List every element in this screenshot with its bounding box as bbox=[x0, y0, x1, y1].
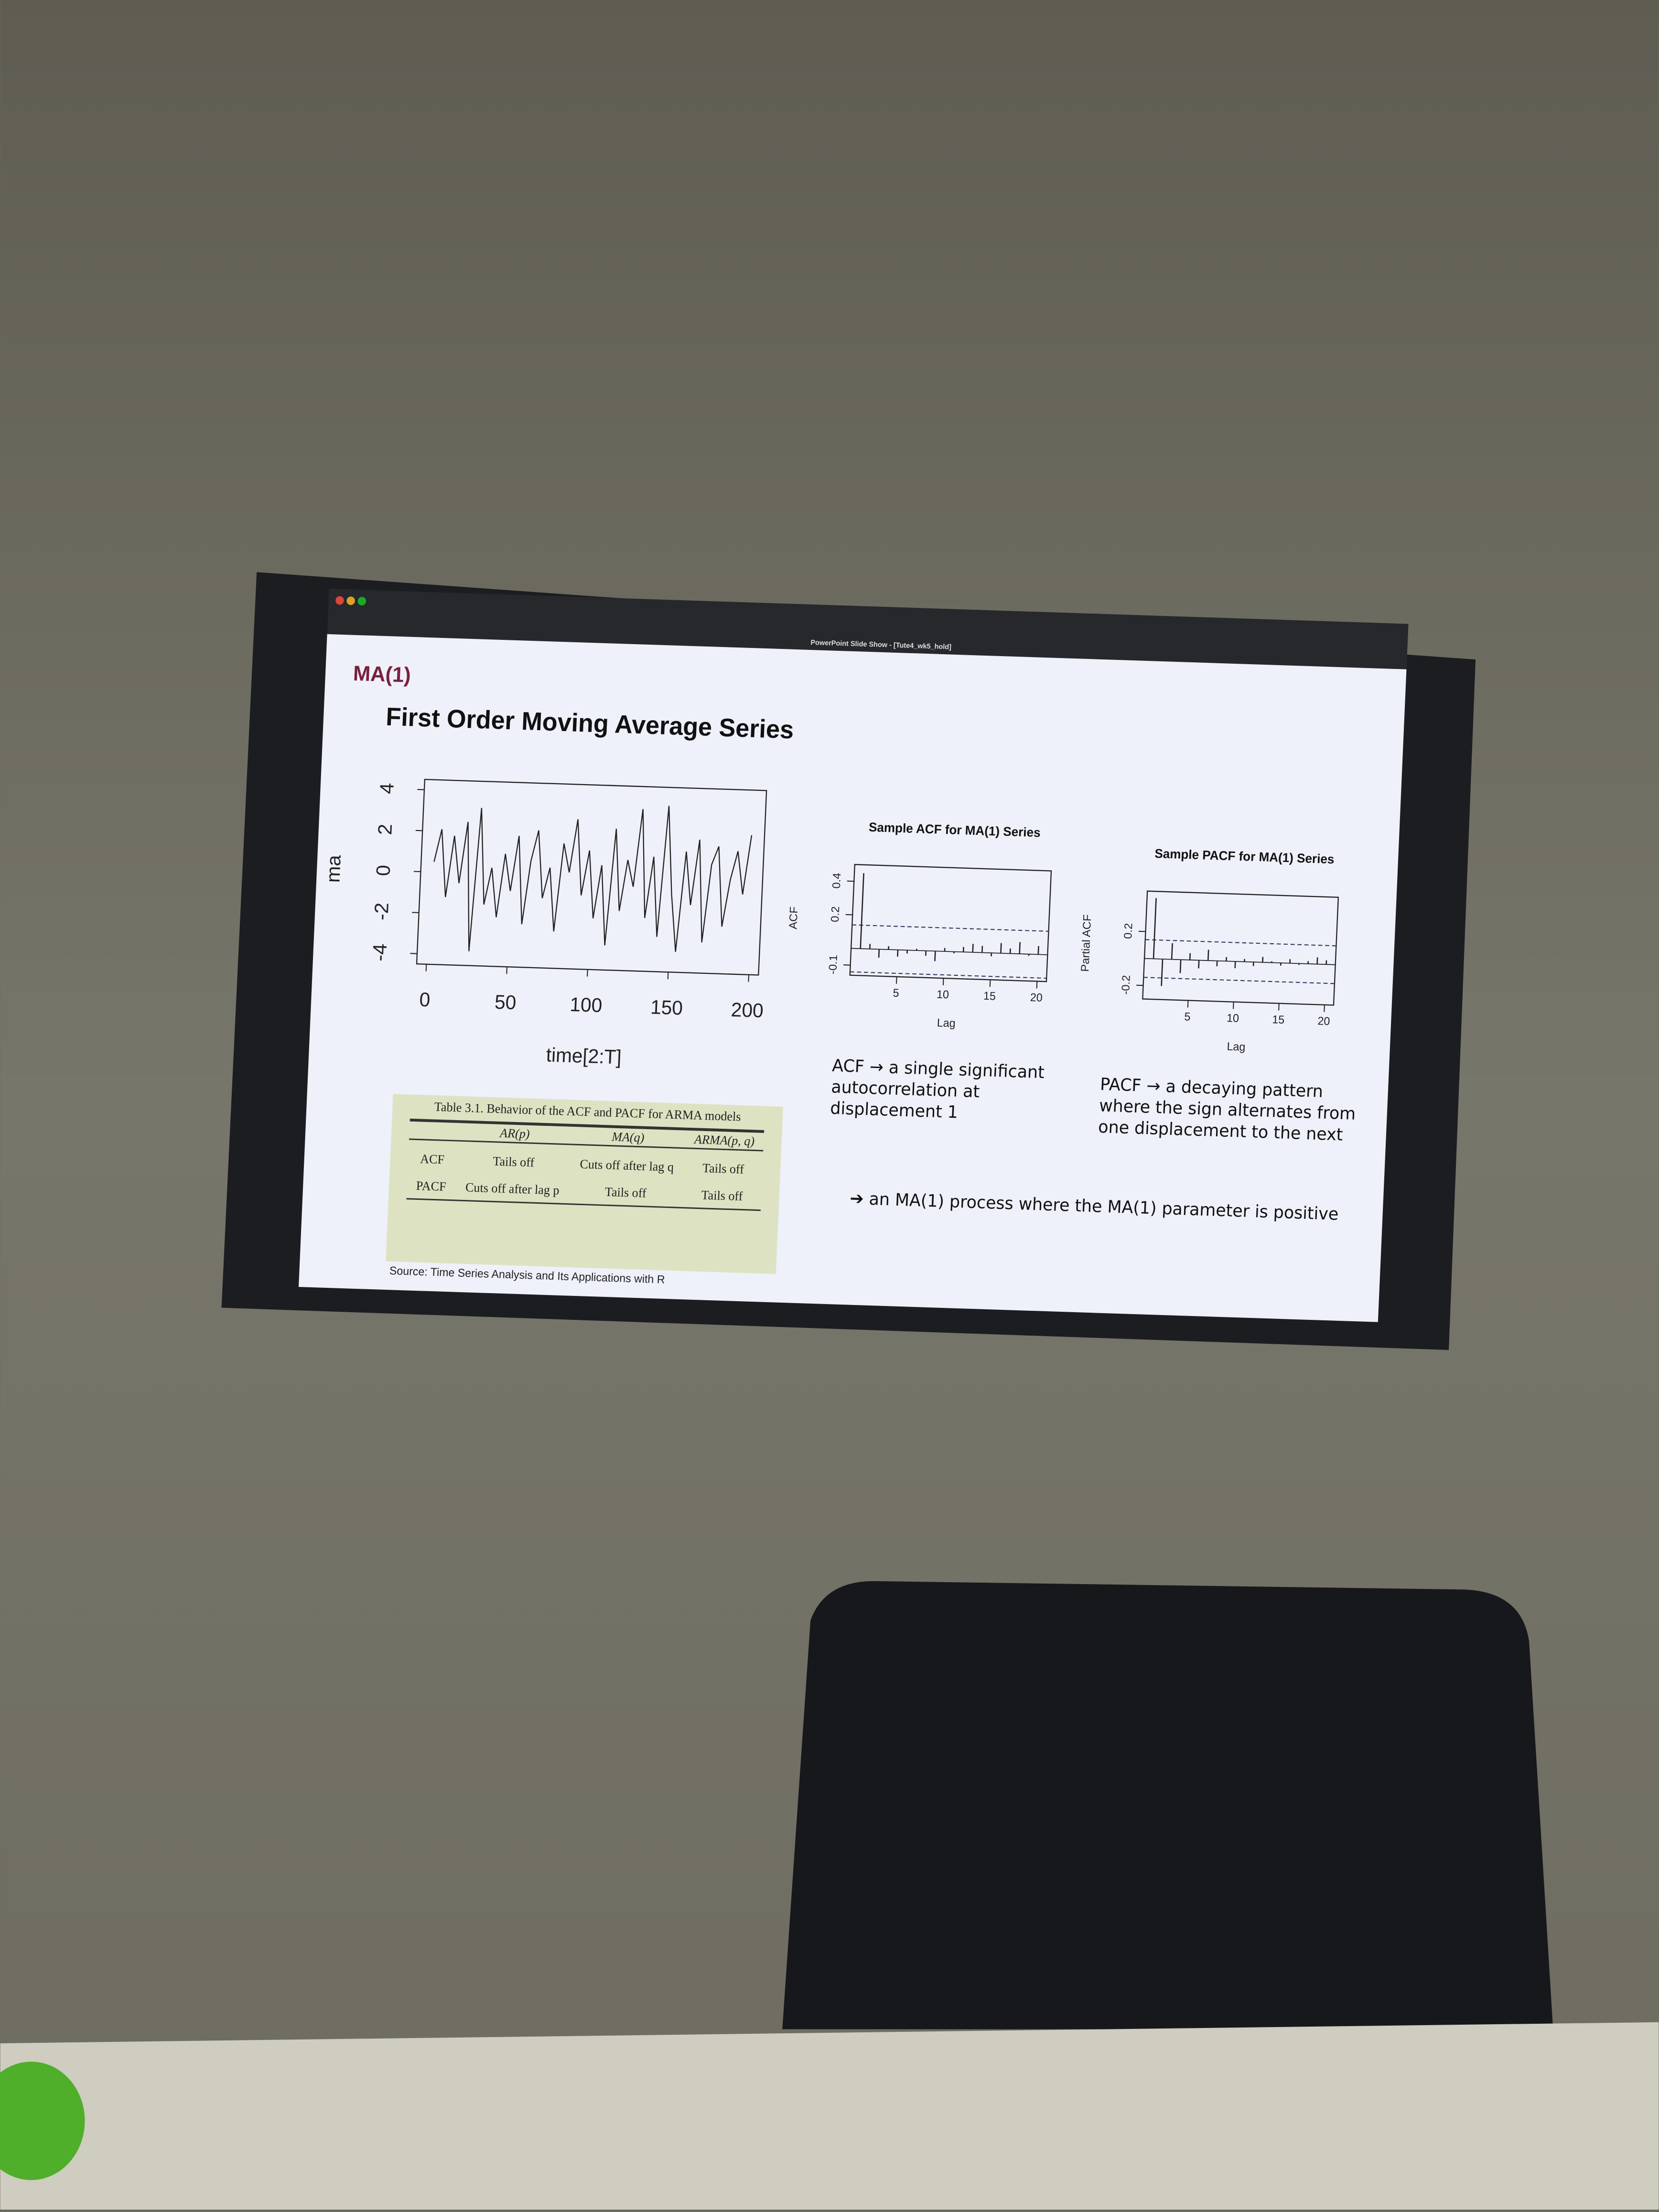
x-tick-label: 20 bbox=[1317, 1014, 1330, 1027]
y-tick-label: -2 bbox=[370, 902, 393, 920]
x-tick-label: 0 bbox=[419, 988, 431, 1011]
x-axis-label: Lag bbox=[937, 1016, 956, 1030]
x-tick-label: 20 bbox=[1030, 991, 1043, 1004]
y-tick-label: -4 bbox=[368, 943, 391, 961]
chair bbox=[782, 1581, 1553, 2029]
desk bbox=[0, 2022, 1659, 2210]
x-tick bbox=[1324, 1005, 1325, 1012]
x-tick bbox=[506, 967, 507, 974]
stem bbox=[1198, 960, 1199, 969]
table-cell: PACF bbox=[406, 1167, 456, 1200]
table-cell: Cuts off after lag q bbox=[570, 1144, 684, 1176]
x-tick-label: 5 bbox=[1184, 1010, 1191, 1023]
table-cell: Tails off bbox=[682, 1176, 763, 1210]
acf-note-box: ACF → a single significant autocorrelati… bbox=[829, 1056, 1082, 1149]
pacf-note: PACF → a decaying pattern where the sign… bbox=[1098, 1074, 1377, 1147]
y-axis-label: ACF bbox=[787, 906, 800, 929]
y-tick-label: 0.4 bbox=[830, 873, 843, 889]
stem bbox=[1235, 961, 1236, 968]
x-tick-label: 100 bbox=[570, 993, 603, 1016]
table-corner bbox=[409, 1120, 459, 1141]
y-axis-label: ma bbox=[322, 854, 345, 883]
pacf-note-box: PACF → a decaying pattern where the sign… bbox=[1097, 1074, 1377, 1168]
x-tick-label: 10 bbox=[937, 988, 949, 1001]
stem bbox=[1180, 960, 1181, 973]
table-cell: Tails off bbox=[683, 1148, 764, 1178]
table-header: ARMA(p, q) bbox=[684, 1129, 765, 1151]
x-tick-label: 10 bbox=[1227, 1012, 1239, 1025]
stem bbox=[1038, 946, 1039, 955]
x-tick bbox=[748, 975, 749, 982]
x-tick bbox=[426, 964, 427, 971]
stem bbox=[897, 950, 898, 957]
table-cell: Tails off bbox=[457, 1141, 571, 1172]
x-tick bbox=[587, 970, 588, 977]
x-tick-label: 150 bbox=[650, 996, 683, 1019]
x-tick-label: 15 bbox=[1272, 1013, 1285, 1026]
slide-screen: PowerPoint Slide Show - [Tute4_wk5_hold]… bbox=[299, 589, 1409, 1322]
slide-section: MA(1) bbox=[353, 661, 411, 687]
acf-note: ACF → a single significant autocorrelati… bbox=[830, 1056, 1082, 1128]
x-tick bbox=[896, 977, 897, 984]
x-tick bbox=[990, 980, 991, 987]
x-axis-label: time[2:T] bbox=[546, 1044, 622, 1068]
table-cell: ACF bbox=[407, 1139, 458, 1168]
y-tick-label: 0 bbox=[372, 864, 394, 876]
y-tick-label: 2 bbox=[374, 823, 396, 835]
table-cell: Tails off bbox=[569, 1172, 683, 1208]
x-tick-label: 50 bbox=[494, 991, 517, 1014]
y-tick-label: 0.2 bbox=[829, 906, 841, 922]
x-tick-label: 5 bbox=[893, 986, 899, 999]
x-tick bbox=[1233, 1002, 1234, 1009]
x-tick-label: 200 bbox=[731, 998, 764, 1022]
y-tick-label: 4 bbox=[376, 783, 398, 795]
y-tick-label: 0.2 bbox=[1121, 923, 1134, 939]
y-axis-label: Partial ACF bbox=[1078, 914, 1093, 972]
x-tick-label: 15 bbox=[983, 990, 996, 1003]
x-tick bbox=[943, 978, 944, 985]
table-cell: Cuts off after lag p bbox=[455, 1168, 570, 1204]
y-tick-label: -0.2 bbox=[1119, 975, 1132, 995]
table: Table 3.1. Behavior of the ACF and PACF … bbox=[386, 1094, 783, 1274]
x-axis-label: Lag bbox=[1227, 1040, 1246, 1053]
y-tick-label: -0.1 bbox=[826, 955, 839, 975]
stem bbox=[1317, 957, 1318, 964]
table-box: Table 3.1. Behavior of the ACF and PACF … bbox=[386, 1094, 783, 1274]
